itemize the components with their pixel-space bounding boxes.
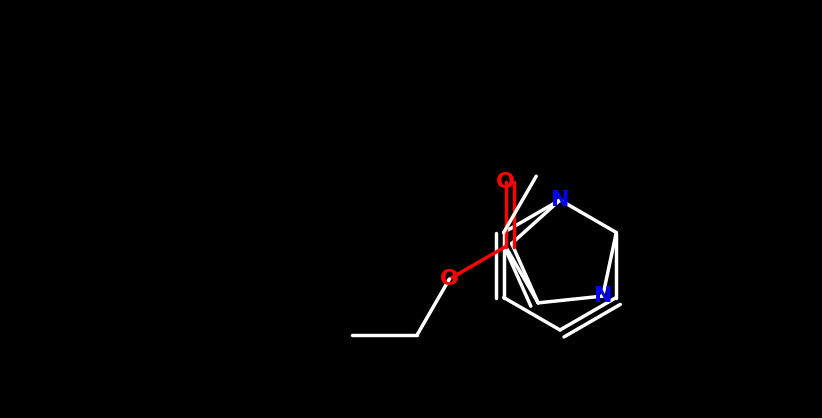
Text: O: O	[496, 171, 515, 191]
Text: N: N	[593, 286, 612, 306]
Text: O: O	[440, 269, 459, 289]
Text: N: N	[551, 190, 570, 210]
